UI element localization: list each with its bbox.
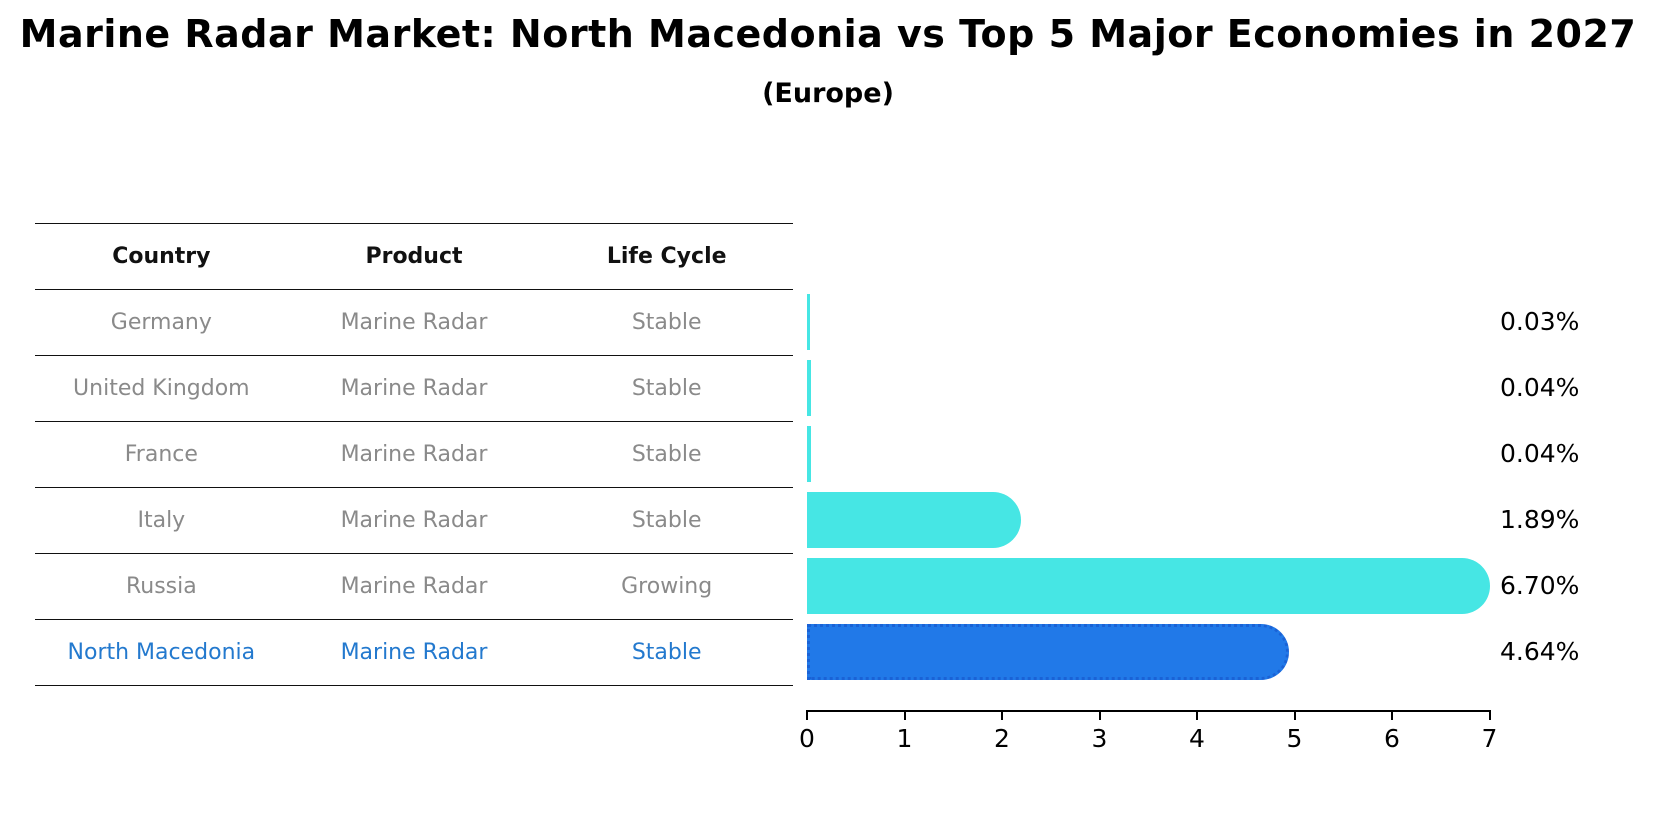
cell-life-cycle: Stable (631, 376, 702, 401)
cell-product: Marine Radar (340, 310, 488, 335)
table-row: Russia Marine Radar Growing (35, 553, 793, 619)
bar-value-label: 1.89% (1500, 505, 1580, 534)
cell-life-cycle: Stable (631, 310, 702, 335)
cell-life-cycle: Growing (621, 574, 713, 599)
cell-life-cycle: Stable (631, 442, 702, 467)
cell-product: Marine Radar (340, 508, 488, 533)
x-axis-tick-label: 1 (896, 724, 913, 753)
bar-value-label: 4.64% (1500, 637, 1580, 666)
x-axis-tick-label: 5 (1286, 724, 1303, 753)
country-table: Country Product Life Cycle Germany Marine… (35, 223, 793, 686)
column-header-life-cycle: Life Cycle (606, 244, 727, 269)
column-header-country: Country (112, 244, 211, 269)
cell-product: Marine Radar (340, 376, 488, 401)
table-row: United Kingdom Marine Radar Stable (35, 355, 793, 421)
cell-country: France (124, 442, 198, 467)
chart-title: Marine Radar Market: North Macedonia vs … (19, 12, 1637, 56)
x-axis-tick-label: 7 (1481, 724, 1498, 753)
cell-product: Marine Radar (340, 640, 488, 665)
bar-germany (807, 294, 810, 350)
x-axis-tick (1488, 710, 1491, 720)
x-axis-tick-label: 0 (799, 724, 815, 753)
bar-france (807, 426, 811, 482)
x-axis-tick-label: 6 (1384, 724, 1400, 753)
x-axis-tick-label: 2 (994, 724, 1010, 753)
cell-life-cycle: Stable (631, 508, 702, 533)
x-axis-tick (1293, 710, 1296, 720)
x-axis-line (807, 710, 1491, 712)
x-axis-tick-label: 3 (1091, 724, 1108, 753)
x-axis-tick (1196, 710, 1198, 720)
cell-country: North Macedonia (67, 640, 256, 665)
x-axis-tick (806, 710, 808, 720)
cell-country: United Kingdom (73, 376, 250, 401)
cell-country: Germany (110, 310, 212, 335)
cell-product: Marine Radar (340, 574, 488, 599)
bar-value-label: 0.04% (1500, 373, 1580, 402)
cell-product: Marine Radar (340, 442, 488, 467)
cell-country: Russia (125, 574, 197, 599)
x-axis-tick (1001, 710, 1003, 720)
x-axis-tick (1391, 710, 1393, 720)
column-header-product: Product (365, 244, 463, 269)
table-row: Germany Marine Radar Stable (35, 289, 793, 355)
x-axis-tick (1098, 710, 1101, 720)
bar-russia (807, 558, 1490, 614)
bar-value-label: 0.04% (1500, 439, 1580, 468)
table-row: Italy Marine Radar Stable (35, 487, 793, 553)
table-header-row: Country Product Life Cycle (35, 223, 793, 289)
bar-highlight-north-macedonia (807, 624, 1289, 680)
bar-united-kingdom (807, 360, 811, 416)
x-axis-tick (903, 710, 906, 720)
table-row: North Macedonia Marine Radar Stable (35, 619, 793, 685)
x-axis-tick-label: 4 (1189, 724, 1205, 753)
bar-value-label: 0.03% (1500, 307, 1580, 336)
bar-value-label: 6.70% (1500, 571, 1580, 600)
bar-italy (807, 492, 1021, 548)
cell-country: Italy (137, 508, 186, 533)
table-row: France Marine Radar Stable (35, 421, 793, 487)
cell-life-cycle: Stable (631, 640, 702, 665)
chart-subtitle: (Europe) (762, 78, 894, 109)
